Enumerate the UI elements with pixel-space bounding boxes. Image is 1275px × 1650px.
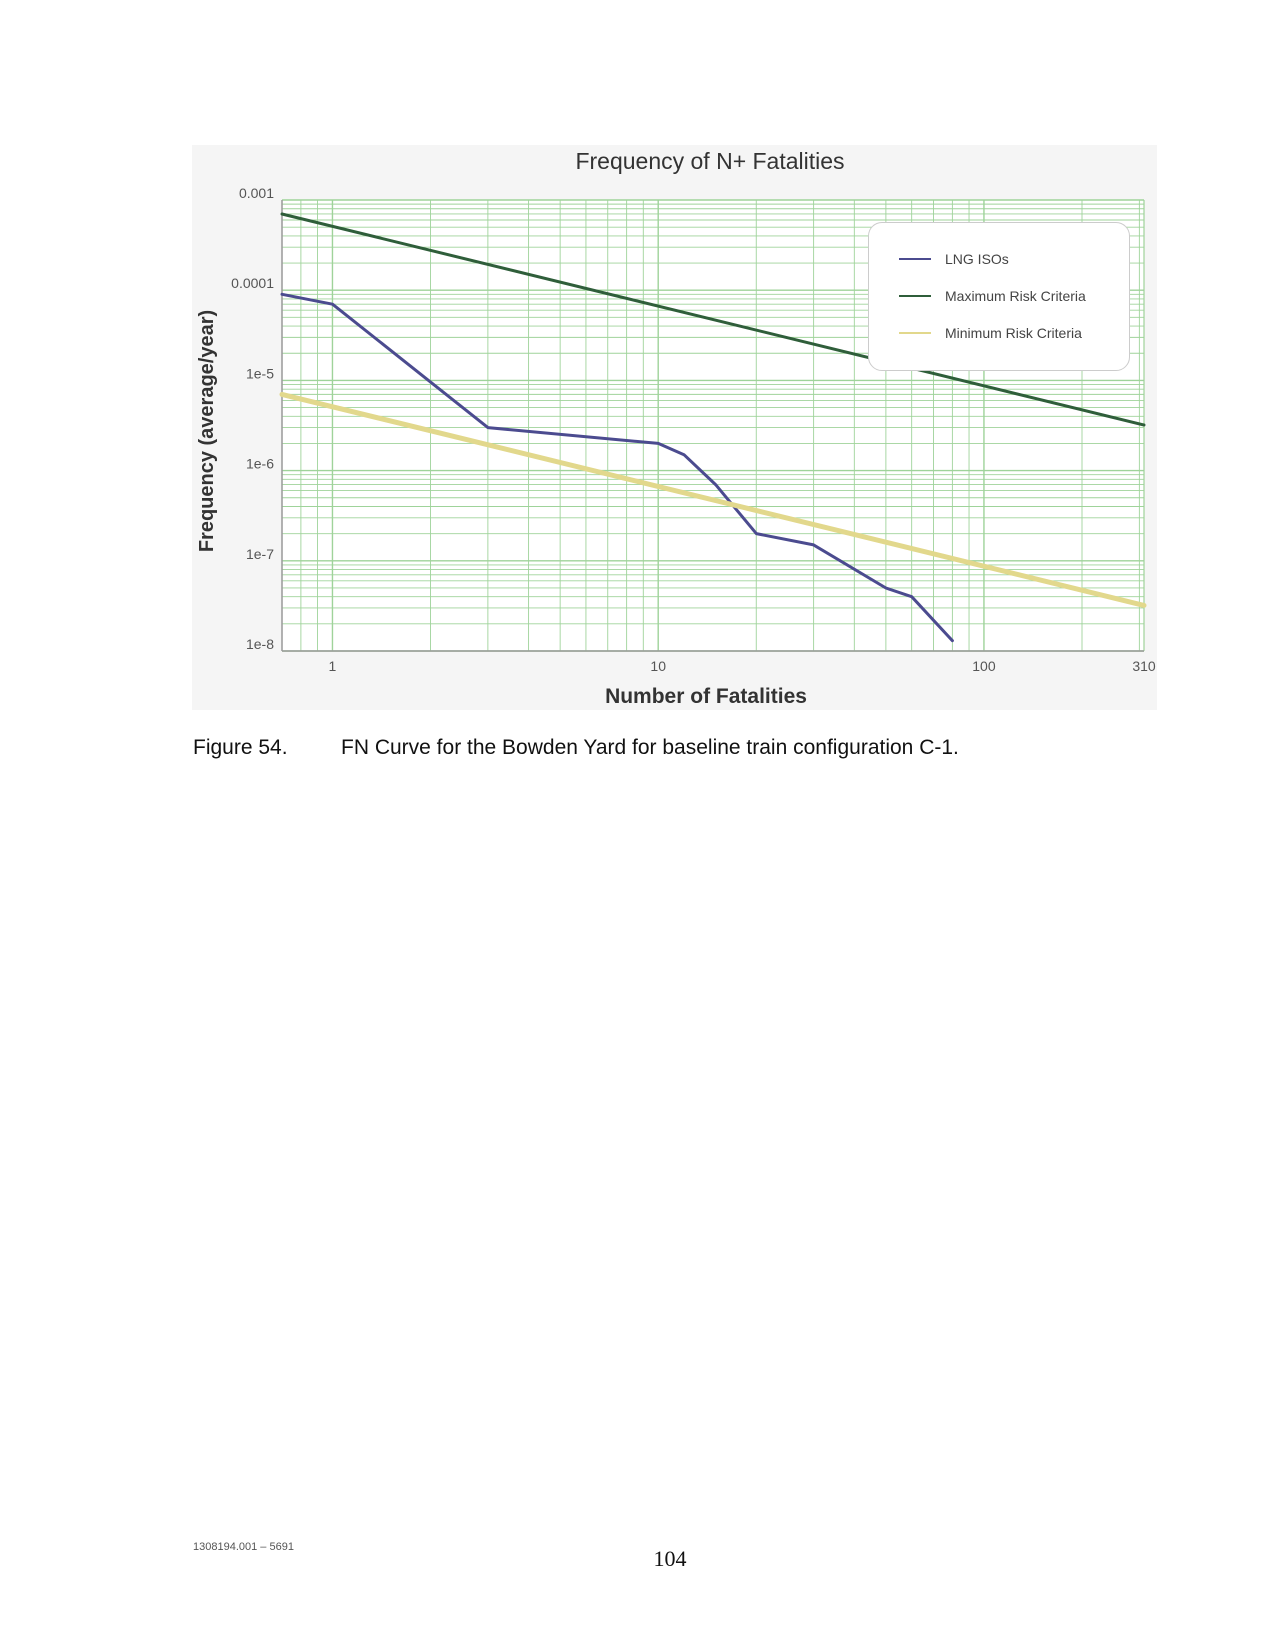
figure-caption: FN Curve for the Bowden Yard for baselin… <box>341 736 959 759</box>
y-tick-label: 0.0001 <box>231 275 274 291</box>
y-tick-label: 1e-5 <box>246 365 274 381</box>
legend-label: Maximum Risk Criteria <box>945 288 1086 304</box>
series-line-minimum-risk-criteria <box>279 391 1147 608</box>
legend-item-minimum-risk: Minimum Risk Criteria <box>899 323 1082 343</box>
chart-title: Frequency of N+ Fatalities <box>575 148 845 174</box>
legend-swatch-lng-isos <box>899 258 931 260</box>
legend-swatch-minimum-risk <box>899 332 931 334</box>
x-axis-label: Number of Fatalities <box>605 685 807 708</box>
x-tick-label: 100 <box>972 658 996 674</box>
fn-curve-chart: 1e-8 1e-7 1e-6 1e-5 0.0001 0.001 1 10 100 310 Num… <box>196 185 1156 708</box>
document-id: 1308194.001 – 5691 <box>193 1541 294 1553</box>
y-tick-label: 1e-7 <box>246 546 274 562</box>
legend-label: LNG ISOs <box>945 251 1009 267</box>
legend-swatch-maximum-risk <box>899 295 931 297</box>
tick-labels: 1e-8 1e-7 1e-6 1e-5 0.0001 0.001 1 10 100 310 <box>231 185 1156 674</box>
series-lines <box>279 212 1147 643</box>
x-tick-label: 310 <box>1132 658 1156 674</box>
y-tick-label: 0.001 <box>239 185 274 201</box>
series-line-lng-isos <box>280 292 954 643</box>
legend-item-lng-isos: LNG ISOs <box>899 249 1009 269</box>
page-number: 104 <box>653 1546 687 1571</box>
y-tick-label: 1e-6 <box>246 456 274 472</box>
x-tick-label: 10 <box>650 658 666 674</box>
y-axis-label: Frequency (average/year) <box>196 310 218 552</box>
legend-item-maximum-risk: Maximum Risk Criteria <box>899 286 1086 306</box>
figure-number: Figure 54. <box>193 736 288 759</box>
y-tick-label: 1e-8 <box>246 636 274 652</box>
chart-legend: LNG ISOs Maximum Risk Criteria Minimum R… <box>868 222 1130 371</box>
legend-label: Minimum Risk Criteria <box>945 325 1082 341</box>
series-line-maximum-risk-criteria <box>280 212 1146 427</box>
x-tick-label: 1 <box>329 658 337 674</box>
